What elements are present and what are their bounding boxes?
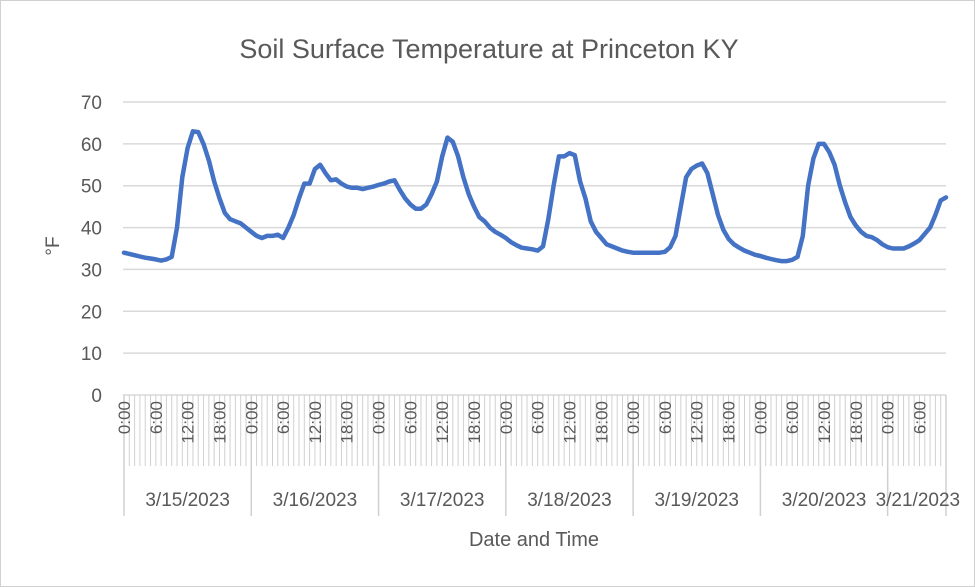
y-tick-label: 20 [81,302,102,323]
x-tick-label: 12:00 [179,401,198,444]
x-tick-label: 0:00 [242,401,261,434]
x-group-label: 3/15/2023 [145,490,230,511]
x-axis-label: Date and Time [469,529,599,551]
x-tick-label: 6:00 [147,401,166,434]
x-tick-label: 12:00 [815,401,834,444]
chart-title: Soil Surface Temperature at Princeton KY [239,34,738,64]
x-tick-label: 6:00 [656,401,675,434]
x-tick-label: 18:00 [720,401,739,444]
y-tick-label: 50 [81,177,102,198]
x-tick-label: 18:00 [465,401,484,444]
x-tick-label: 18:00 [210,401,229,444]
x-tick-label: 6:00 [529,401,548,434]
y-tick-label: 30 [81,260,102,281]
y-axis-label: °F [43,236,64,255]
x-tick-label: 6:00 [401,401,420,434]
temperature-series-line [121,129,949,264]
x-group-label: 3/21/2023 [876,490,961,511]
x-tick-label: 6:00 [783,401,802,434]
x-tick-label: 0:00 [879,401,898,434]
x-tick-label: 18:00 [847,401,866,444]
x-tick-label: 6:00 [274,401,293,434]
x-tick-label: 0:00 [751,401,770,434]
x-tick-label: 0:00 [370,401,389,434]
x-tick-label: 12:00 [306,401,325,444]
x-tick-label: 18:00 [592,401,611,444]
x-group-label: 3/20/2023 [782,490,867,511]
y-tick-label: 0 [91,386,102,407]
x-tick-label: 12:00 [560,401,579,444]
x-tick-label: 12:00 [688,401,707,444]
x-group-label: 3/17/2023 [400,490,485,511]
x-tick-label: 0:00 [624,401,643,434]
x-tick-label: 12:00 [433,401,452,444]
x-tick-label: 6:00 [910,401,929,434]
x-tick-label: 18:00 [338,401,357,444]
y-tick-label: 10 [81,344,102,365]
x-group-label: 3/18/2023 [527,490,612,511]
y-tick-label: 70 [81,93,102,114]
x-group-label: 3/16/2023 [273,490,358,511]
x-tick-label: 0:00 [497,401,516,434]
x-tick-label: 0:00 [115,401,134,434]
y-tick-label: 60 [81,135,102,156]
x-group-label: 3/19/2023 [654,490,739,511]
y-tick-label: 40 [81,219,102,240]
